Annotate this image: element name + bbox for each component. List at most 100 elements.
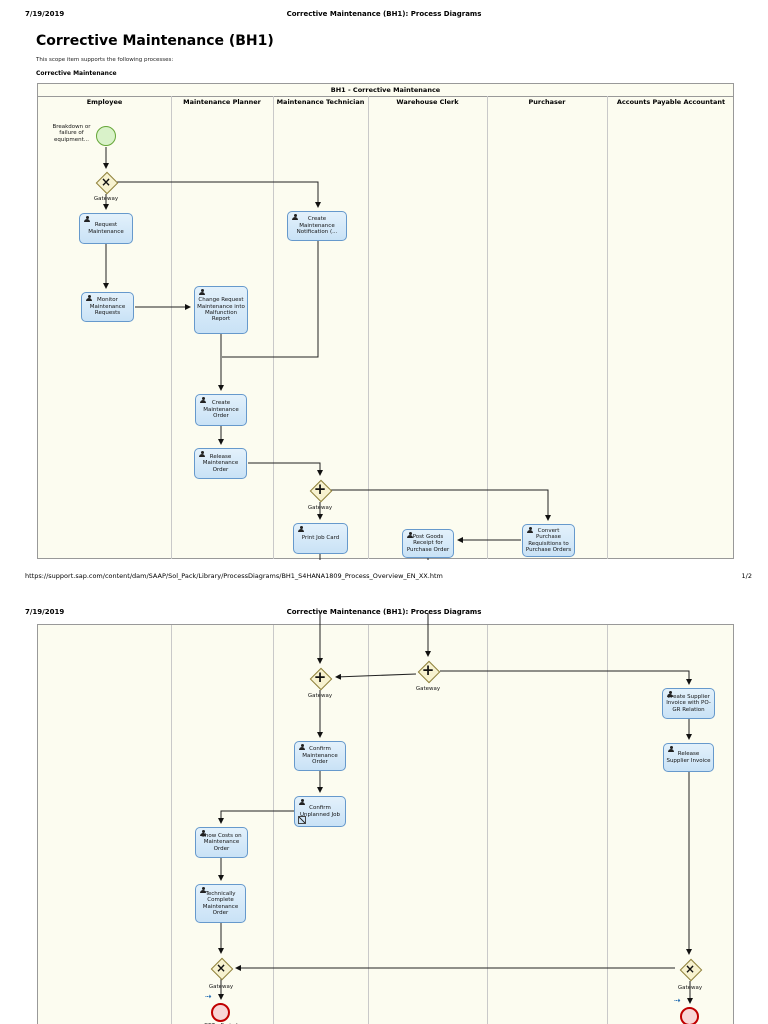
exclusive-gateway-3: × <box>679 958 702 981</box>
task-label: Print Job Card <box>301 535 340 542</box>
lane-divider <box>487 625 488 1024</box>
footer-page-number: 1/2 <box>741 572 752 580</box>
lane-label-warehouse-clerk: Warehouse Clerk <box>396 98 459 106</box>
task-label: Request Maintenance <box>88 222 124 235</box>
task-release-supplier-invoice: Release Supplier Invoice <box>663 743 714 772</box>
x-gateway-icon: × <box>100 175 112 189</box>
task-label: Create Maintenance Notification (... <box>296 216 338 236</box>
bpmn-pool-page1: BH1 - Corrective Maintenance Employee Ma… <box>37 83 734 560</box>
task-create-maintenance-notification: Create Maintenance Notification (... <box>287 211 347 241</box>
flow-gateway-to-notification <box>117 181 321 208</box>
lane-divider <box>607 96 608 559</box>
document-title: Corrective Maintenance (BH1) <box>36 33 274 49</box>
task-confirm-maintenance-order: Confirm Maintenance Order <box>294 741 346 771</box>
parallel-gateway-3: + <box>417 660 440 683</box>
bpmn-pool-page2: + Gateway + Gateway Create Supplier Invo… <box>37 613 734 1024</box>
flow-unplanned-to-show-costs <box>218 810 294 824</box>
task-post-goods-receipt: Post Goods Receipt for Purchase Order <box>402 529 454 558</box>
page2-header: 7/19/2019 Corrective Maintenance (BH1): … <box>0 608 768 618</box>
flow-gateway-to-convert <box>331 489 551 521</box>
person-icon <box>527 527 533 533</box>
parallel-gateway-2: + <box>309 667 332 690</box>
gateway-label: Gateway <box>307 505 333 511</box>
document-subtitle: This scope item supports the following p… <box>36 57 174 63</box>
page1-footer: https://support.sap.com/content/dam/SAAP… <box>0 572 768 582</box>
person-icon <box>668 746 674 752</box>
task-label: Release Supplier Invoice <box>666 751 711 764</box>
person-icon <box>298 526 304 532</box>
task-request-maintenance: Request Maintenance <box>79 213 133 244</box>
task-label: Show Costs on Maintenance Order <box>201 832 242 852</box>
lane-label-employee: Employee <box>86 98 123 106</box>
lane-divider <box>171 96 172 559</box>
task-label: Confirm Maintenance Order <box>302 746 338 766</box>
exclusive-gateway-2: × <box>210 957 233 980</box>
task-change-request-maintenance: Change Request Maintenance into Malfunct… <box>194 286 248 334</box>
page2-header-date: 7/19/2019 <box>25 608 65 616</box>
task-label: Convert Purchase Requisitions to Purchas… <box>525 527 572 553</box>
task-label: Technically Complete Maintenance Order <box>202 890 239 916</box>
lane-divider <box>607 625 608 1024</box>
lane-divider <box>273 96 274 559</box>
footer-url: https://support.sap.com/content/dam/SAAP… <box>25 572 443 580</box>
person-icon <box>86 295 92 301</box>
task-label: Release Maintenance Order <box>202 453 239 473</box>
plus-gateway-icon: + <box>313 480 327 498</box>
link-event-icon: ⇢ <box>674 996 681 1005</box>
end-event-left <box>211 1003 230 1022</box>
person-icon <box>84 216 90 222</box>
flow-gateway-to-gateway <box>335 673 417 680</box>
task-monitor-maintenance-requests: Monitor Maintenance Requests <box>81 292 134 322</box>
flow-release-to-gateway <box>248 462 323 476</box>
plus-gateway-icon: + <box>313 668 327 686</box>
gateway-label: Gateway <box>93 196 119 202</box>
x-gateway-icon: × <box>684 962 696 976</box>
gateway-label: Gateway <box>307 693 333 699</box>
sequence-flows-page1 <box>103 147 551 560</box>
task-label: Monitor Maintenance Requests <box>89 297 126 317</box>
link-event-icon: ⇢ <box>205 992 212 1001</box>
lane-divider <box>273 625 274 1024</box>
start-event-label: Breakdown or failure of equipment... <box>52 124 91 143</box>
page1-header: 7/19/2019 Corrective Maintenance (BH1): … <box>0 10 768 20</box>
sequence-flows-page2 <box>218 613 693 1004</box>
task-create-maintenance-order: Create Maintenance Order <box>195 394 247 426</box>
task-confirm-unplanned-job: Confirm Unplanned Job <box>294 796 346 827</box>
lane-label-maintenance-planner: Maintenance Planner <box>183 98 261 106</box>
task-print-job-card: Print Job Card <box>293 523 348 554</box>
lane-divider <box>368 96 369 559</box>
person-icon <box>199 451 205 457</box>
page2-header-title: Corrective Maintenance (BH1): Process Di… <box>286 608 482 616</box>
person-icon <box>299 744 305 750</box>
start-event <box>96 126 116 146</box>
section-heading: Corrective Maintenance <box>36 70 117 77</box>
gateway-label: Gateway <box>677 985 703 991</box>
task-create-supplier-invoice: Create Supplier Invoice with PO-GR Relat… <box>662 688 715 719</box>
plus-gateway-icon: + <box>421 661 435 679</box>
flow-gateway-to-supplier-invoice <box>440 670 692 685</box>
lane-label-maintenance-technician: Maintenance Technician <box>276 98 365 106</box>
person-icon <box>200 830 206 836</box>
person-icon <box>407 532 413 538</box>
person-icon <box>200 397 206 403</box>
task-technically-complete: Technically Complete Maintenance Order <box>195 884 246 923</box>
task-label: Create Supplier Invoice with PO-GR Relat… <box>666 693 711 713</box>
person-icon <box>200 887 206 893</box>
exclusive-gateway-1: × <box>95 171 118 194</box>
task-convert-purchase-requisitions: Convert Purchase Requisitions to Purchas… <box>522 524 575 557</box>
lane-divider <box>368 625 369 1024</box>
lane-divider <box>171 625 172 1024</box>
person-icon <box>667 691 673 697</box>
lane-label-purchaser: Purchaser <box>528 98 566 106</box>
task-show-costs: Show Costs on Maintenance Order <box>195 827 248 858</box>
task-label: Confirm Unplanned Job <box>300 805 340 818</box>
task-label: Create Maintenance Order <box>203 400 239 420</box>
task-label: Change Request Maintenance into Malfunct… <box>197 297 245 323</box>
person-icon <box>199 289 205 295</box>
parallel-gateway-1: + <box>309 479 332 502</box>
task-label: Post Goods Receipt for Purchase Order <box>406 533 450 553</box>
flow-notification-merge <box>222 241 319 358</box>
lane-divider <box>487 96 488 559</box>
end-event-right <box>680 1007 699 1024</box>
